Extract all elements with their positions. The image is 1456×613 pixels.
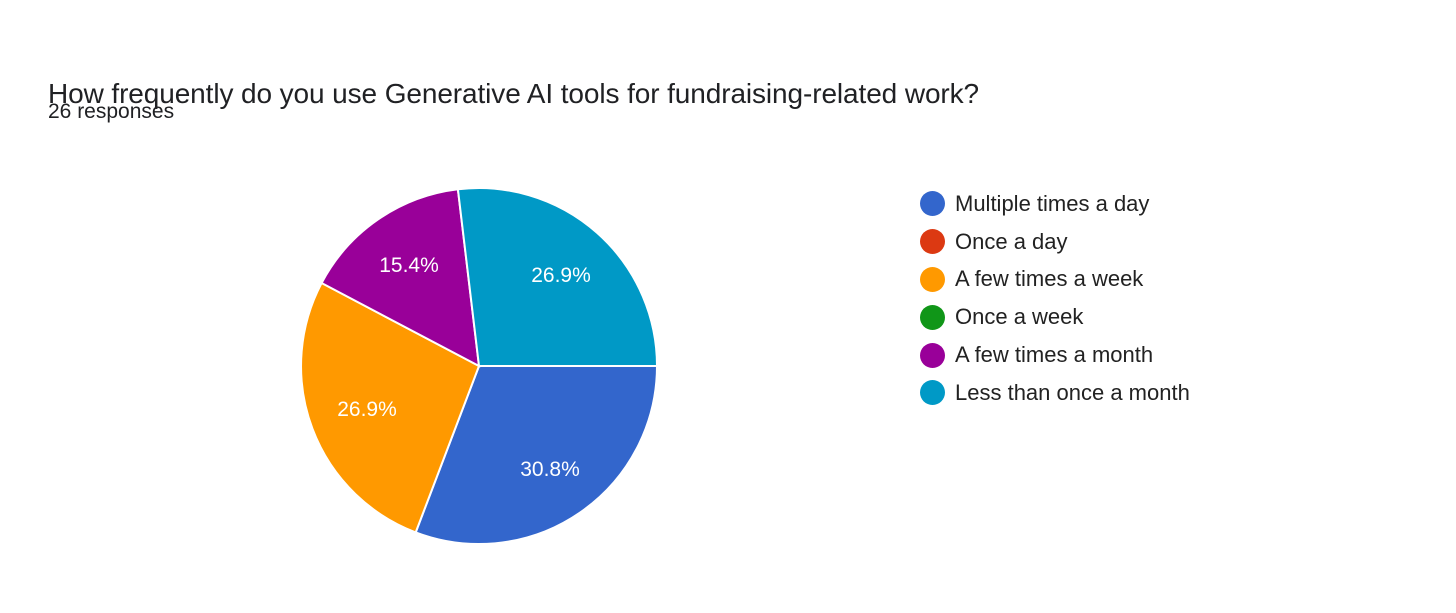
legend-item-a-few-times-a-week[interactable]: A few times a week [920, 261, 1190, 299]
legend-label: Once a week [955, 304, 1084, 330]
legend-item-less-than-once-a-month[interactable]: Less than once a month [920, 374, 1190, 412]
slice-label-less-than-once-a-month: 26.9% [531, 264, 591, 287]
slice-less-than-once-a-month[interactable] [456, 187, 659, 367]
response-count: 26 responses [48, 100, 175, 123]
legend-dot-icon [920, 229, 945, 255]
chart-title: How frequently do you use Generative AI … [48, 78, 980, 109]
slice-multiple-times-a-day[interactable] [414, 365, 659, 546]
slice-label-multiple-times-a-day: 30.8% [520, 458, 580, 481]
legend-label: Less than once a month [955, 379, 1190, 405]
slice-label-a-few-times-a-week: 26.9% [337, 398, 397, 421]
legend-dot-icon [920, 342, 945, 368]
legend-dot-icon [920, 191, 945, 217]
slice-label-a-few-times-a-month: 15.4% [379, 254, 439, 277]
legend: Multiple times a day Once a day A few ti… [920, 185, 1190, 412]
legend-label: A few times a month [955, 342, 1154, 368]
legend-label: Multiple times a day [955, 190, 1150, 216]
legend-item-a-few-times-a-month[interactable]: A few times a month [920, 336, 1190, 374]
legend-item-once-a-week[interactable]: Once a week [920, 298, 1190, 336]
legend-item-multiple-times-a-day[interactable]: Multiple times a day [920, 185, 1190, 223]
slice-a-few-times-a-month[interactable] [320, 188, 481, 368]
legend-item-once-a-day[interactable]: Once a day [920, 223, 1190, 261]
legend-label: A few times a week [955, 266, 1144, 292]
legend-label: Once a day [955, 228, 1068, 254]
legend-dot-icon [920, 266, 945, 292]
slice-a-few-times-a-week[interactable] [300, 281, 481, 534]
legend-dot-icon [920, 304, 945, 330]
legend-dot-icon [920, 380, 945, 406]
